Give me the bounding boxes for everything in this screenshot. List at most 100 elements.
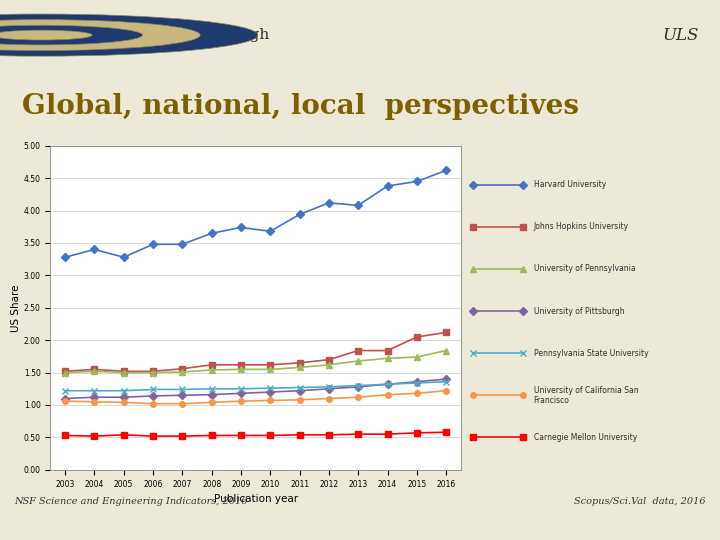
Pennsylvania State University <box>90 388 99 394</box>
University of California San
Francisco <box>383 392 392 398</box>
Circle shape <box>0 25 143 45</box>
University of Pennsylvania <box>90 368 99 375</box>
Circle shape <box>0 19 200 51</box>
Text: Carnegie Mellon University: Carnegie Mellon University <box>534 433 636 442</box>
Pennsylvania State University <box>207 386 216 392</box>
University of Pittsburgh <box>295 388 304 394</box>
University of Pennsylvania <box>295 364 304 370</box>
University of Pennsylvania <box>442 347 451 354</box>
X-axis label: Publication year: Publication year <box>214 494 297 504</box>
Text: Global, national, local  perspectives: Global, national, local perspectives <box>22 93 579 120</box>
Line: University of Pennsylvania: University of Pennsylvania <box>62 348 449 375</box>
Harvard University <box>442 167 451 174</box>
Harvard University <box>90 246 99 253</box>
Johns Hopkins University <box>354 347 362 354</box>
Johns Hopkins University <box>442 329 451 336</box>
Carnegie Mellon University <box>237 432 246 438</box>
University of Pennsylvania <box>148 369 157 376</box>
University of Pittsburgh <box>413 379 421 385</box>
University of Pennsylvania <box>354 357 362 364</box>
Harvard University <box>60 254 69 260</box>
Carnegie Mellon University <box>295 431 304 438</box>
Johns Hopkins University <box>207 362 216 368</box>
University of California San
Francisco <box>120 399 128 406</box>
Harvard University <box>178 241 186 247</box>
University of Pittsburgh <box>325 386 333 392</box>
University of Pittsburgh <box>442 376 451 382</box>
Harvard University <box>413 178 421 185</box>
University of California San
Francisco <box>90 399 99 405</box>
Carnegie Mellon University <box>120 431 128 438</box>
University of California San
Francisco <box>325 395 333 402</box>
University of California San
Francisco <box>295 396 304 403</box>
University of Pittsburgh <box>266 389 274 395</box>
Text: NSF Science and Engineering Indicators, 2016: NSF Science and Engineering Indicators, … <box>14 497 248 506</box>
University of California San
Francisco <box>413 390 421 396</box>
Pennsylvania State University <box>354 382 362 389</box>
Johns Hopkins University <box>383 347 392 354</box>
University of Pittsburgh <box>354 383 362 390</box>
Johns Hopkins University <box>178 366 186 372</box>
Line: Johns Hopkins University: Johns Hopkins University <box>62 329 449 374</box>
Carnegie Mellon University <box>325 431 333 438</box>
University of Pennsylvania <box>207 367 216 373</box>
Line: University of California San
Francisco: University of California San Francisco <box>62 388 449 407</box>
Harvard University <box>354 202 362 208</box>
Text: Pennsylvania State University: Pennsylvania State University <box>534 349 648 357</box>
University of Pittsburgh <box>178 392 186 399</box>
Johns Hopkins University <box>295 360 304 366</box>
Carnegie Mellon University <box>383 431 392 437</box>
University of California San
Francisco <box>148 401 157 407</box>
University of Pennsylvania <box>237 366 246 373</box>
Harvard University <box>295 211 304 218</box>
Text: University of Pittsburgh: University of Pittsburgh <box>83 28 269 42</box>
Pennsylvania State University <box>325 383 333 390</box>
University of Pittsburgh <box>60 395 69 402</box>
Carnegie Mellon University <box>413 430 421 436</box>
Carnegie Mellon University <box>60 432 69 438</box>
Y-axis label: US Share: US Share <box>11 284 21 332</box>
University of California San
Francisco <box>60 398 69 404</box>
University of California San
Francisco <box>266 397 274 404</box>
Johns Hopkins University <box>325 356 333 363</box>
University of Pittsburgh <box>207 392 216 398</box>
University of California San
Francisco <box>442 388 451 394</box>
Pennsylvania State University <box>178 386 186 393</box>
University of Pennsylvania <box>413 354 421 360</box>
Johns Hopkins University <box>60 368 69 375</box>
Circle shape <box>0 30 92 40</box>
Carnegie Mellon University <box>207 432 216 438</box>
University of Pittsburgh <box>120 394 128 401</box>
Text: University of Pittsburgh: University of Pittsburgh <box>534 307 624 315</box>
University of Pennsylvania <box>383 355 392 362</box>
Carnegie Mellon University <box>178 433 186 440</box>
Carnegie Mellon University <box>442 429 451 435</box>
Harvard University <box>207 230 216 237</box>
University of Pennsylvania <box>266 366 274 373</box>
Johns Hopkins University <box>90 366 99 373</box>
Text: University of Pennsylvania: University of Pennsylvania <box>534 265 635 273</box>
Line: Pennsylvania State University: Pennsylvania State University <box>62 378 449 394</box>
Harvard University <box>383 183 392 189</box>
University of Pittsburgh <box>237 390 246 396</box>
Pennsylvania State University <box>237 386 246 392</box>
Text: Johns Hopkins University: Johns Hopkins University <box>534 222 629 231</box>
Text: Scopus/Sci.Val  data, 2016: Scopus/Sci.Val data, 2016 <box>574 497 706 506</box>
Johns Hopkins University <box>237 362 246 368</box>
Pennsylvania State University <box>442 379 451 385</box>
University of Pennsylvania <box>325 362 333 368</box>
Text: University of California San
Francisco: University of California San Francisco <box>534 386 638 405</box>
Pennsylvania State University <box>266 385 274 392</box>
Johns Hopkins University <box>266 362 274 368</box>
Circle shape <box>0 14 258 56</box>
Line: Harvard University: Harvard University <box>62 167 449 260</box>
University of California San
Francisco <box>237 398 246 404</box>
Pennsylvania State University <box>295 384 304 391</box>
Carnegie Mellon University <box>266 432 274 438</box>
University of Pittsburgh <box>383 381 392 388</box>
University of Pennsylvania <box>60 369 69 376</box>
University of Pittsburgh <box>148 393 157 399</box>
Johns Hopkins University <box>120 368 128 375</box>
University of California San
Francisco <box>207 399 216 406</box>
Carnegie Mellon University <box>90 433 99 440</box>
